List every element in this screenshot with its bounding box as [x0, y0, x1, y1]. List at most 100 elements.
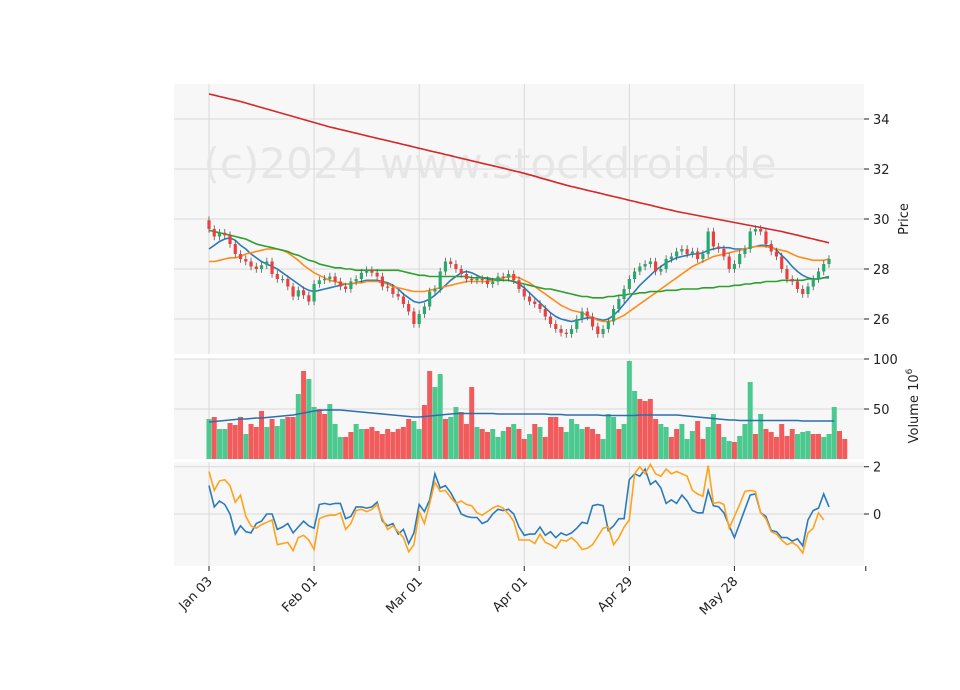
- volume-bar: [353, 424, 359, 459]
- candle-body: [433, 289, 437, 292]
- volume-bar: [779, 424, 785, 459]
- volume-bar: [442, 419, 448, 459]
- volume-bar: [605, 414, 611, 459]
- candlesticks: [207, 216, 831, 338]
- candle-body: [344, 286, 348, 289]
- volume-bar: [243, 434, 249, 459]
- candle-body: [590, 316, 595, 327]
- volume-bar: [621, 424, 627, 459]
- volume-bar: [668, 437, 674, 459]
- candle-body: [580, 311, 584, 319]
- volume-bar: [290, 417, 296, 459]
- volume-bar: [222, 429, 228, 459]
- volume-bar: [837, 431, 843, 459]
- volume-bar: [327, 404, 333, 459]
- volume-bar: [406, 419, 412, 459]
- candle-body: [575, 319, 579, 329]
- volume-bar: [548, 417, 554, 459]
- candle-body: [438, 271, 442, 289]
- date-axis: Jan 03 Feb 01 Mar 01 Apr 01 Apr 29 May 28: [176, 566, 867, 618]
- candle-body: [359, 272, 363, 279]
- date-tick-label: Apr 29: [595, 574, 636, 615]
- volume-bar: [532, 424, 538, 459]
- volume-bar: [379, 434, 385, 459]
- volume-bar: [784, 436, 790, 459]
- volume-bar: [815, 434, 821, 459]
- candle-body: [664, 259, 668, 269]
- candle-body: [564, 332, 568, 334]
- volume-bar: [689, 431, 695, 459]
- candle-body: [375, 272, 379, 277]
- candle-body: [270, 261, 274, 274]
- volume-bar: [432, 387, 438, 459]
- volume-bar: [527, 434, 533, 459]
- volume-axis: 50 100: [864, 353, 898, 418]
- candle-body: [386, 286, 390, 288]
- volume-bar: [558, 427, 564, 459]
- volume-bar: [505, 427, 511, 459]
- candle-body: [790, 279, 794, 282]
- volume-bar: [805, 431, 811, 459]
- candle-body: [701, 254, 705, 259]
- volume-bar: [831, 407, 837, 459]
- volume-bar: [232, 425, 238, 459]
- candle-body: [543, 309, 547, 317]
- candle-body: [654, 261, 658, 272]
- watermark: (c)2024 www.stockdroid.de: [204, 139, 777, 188]
- volume-bar: [311, 407, 317, 459]
- candle-body: [559, 329, 563, 333]
- candle-body: [417, 314, 421, 324]
- candle-body: [422, 306, 426, 314]
- volume-bar: [758, 414, 764, 459]
- price-panel: (c)2024 www.stockdroid.de 26 28 30 32 34 Pri…: [174, 84, 912, 354]
- volume-bar: [306, 379, 312, 459]
- oscillator-tick-label: 2: [873, 461, 881, 476]
- volume-bar: [553, 417, 559, 459]
- candle-body: [475, 279, 479, 281]
- candle-body: [275, 274, 279, 279]
- volume-bar: [569, 419, 575, 459]
- candle-body: [217, 232, 222, 237]
- date-tick-label: May 28: [697, 574, 741, 618]
- candle-body: [454, 264, 458, 269]
- candle-body: [228, 235, 232, 244]
- volume-bar: [479, 429, 485, 459]
- volume-bar: [264, 427, 270, 459]
- volume-bar: [542, 437, 548, 459]
- oscillator-axis: 02: [864, 461, 881, 523]
- volume-bar: [390, 432, 396, 459]
- candle-body: [307, 295, 311, 302]
- candle-body: [732, 264, 736, 269]
- candle-body: [795, 281, 800, 289]
- candle-body: [291, 286, 295, 297]
- candle-body: [212, 229, 216, 237]
- volume-bar: [516, 429, 522, 459]
- candle-body: [596, 326, 600, 334]
- price-axis: 26 28 30 32 34: [864, 113, 890, 328]
- price-tick-label: 26: [873, 313, 890, 328]
- candle-body: [491, 281, 495, 284]
- volume-bar: [301, 371, 307, 459]
- volume-bar: [337, 437, 343, 459]
- candle-body: [648, 261, 652, 264]
- volume-bar: [800, 432, 806, 459]
- volume-bar: [716, 424, 722, 459]
- candle-body: [333, 276, 337, 282]
- volume-bar: [763, 429, 769, 459]
- volume-bar: [626, 361, 632, 459]
- candle-body: [280, 279, 285, 281]
- candle-body: [585, 311, 589, 317]
- volume-bar: [674, 429, 680, 459]
- volume-bar: [658, 424, 664, 459]
- candle-body: [816, 271, 821, 279]
- price-axis-label: Price: [897, 203, 912, 235]
- candle-body: [501, 276, 505, 278]
- oscillator-panel: 02: [174, 461, 881, 566]
- volume-bar: [616, 429, 622, 459]
- candle-body: [254, 266, 258, 269]
- volume-bar: [521, 439, 527, 459]
- volume-bar: [280, 419, 286, 459]
- volume-bar: [611, 417, 617, 459]
- candle-body: [412, 311, 416, 324]
